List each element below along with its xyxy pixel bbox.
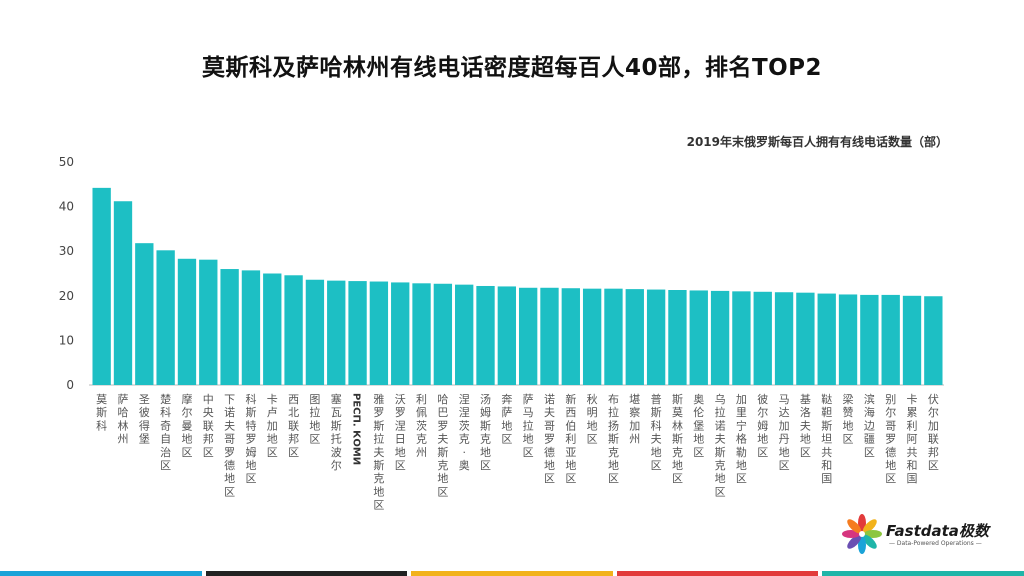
bar <box>305 279 325 385</box>
brand-logo: Fastdata极数 — Data-Powered Operations — <box>842 512 1012 560</box>
bar <box>689 290 708 385</box>
x-tick-label: 科斯特罗姆地区 <box>245 392 256 485</box>
x-tick-label: 摩尔曼地区 <box>181 392 192 459</box>
x-tick-label: 伏尔加联邦区 <box>928 392 939 472</box>
bar <box>582 288 602 385</box>
x-tick-label: 利佩茨克州 <box>416 393 427 459</box>
page-title: 莫斯科及萨哈林州有线电话密度超每百人40部，排名TOP2 <box>201 55 823 81</box>
x-tick-label: 诺夫哥罗德地区 <box>544 393 555 485</box>
bar <box>732 291 751 385</box>
bar <box>199 259 218 385</box>
bar <box>817 293 836 385</box>
chart-subtitle: 2019年末俄罗斯每百人拥有有线电话数量（部） <box>686 135 948 149</box>
x-tick-label: 别尔哥罗德地区 <box>885 393 896 485</box>
bottom-bar-segment <box>411 571 613 576</box>
bar <box>263 273 282 385</box>
x-tick-label: 萨马拉地区 <box>523 393 534 459</box>
x-tick-label: 卡卢加地区 <box>267 393 278 459</box>
y-tick-label: 40 <box>59 200 74 214</box>
x-tick-label: 加里宁格勒地区 <box>736 393 747 485</box>
x-tick-label: 萨哈林州 <box>117 393 128 446</box>
bar <box>284 275 303 385</box>
bar <box>476 285 495 385</box>
x-tick-label: 奥伦堡地区 <box>693 392 704 459</box>
bar <box>625 289 644 385</box>
x-tick-label: 哈巴罗夫斯克地区 <box>437 393 448 498</box>
y-tick-label: 30 <box>59 244 74 258</box>
bar <box>774 292 794 385</box>
x-tick-label: 莫斯科 <box>96 393 107 432</box>
bar <box>391 282 410 385</box>
bar <box>135 243 154 385</box>
x-tick-label: 新西伯利亚地区 <box>565 392 576 485</box>
bar <box>348 281 367 385</box>
x-tick-label: 梁赞地区 <box>843 392 854 446</box>
bar <box>604 288 623 385</box>
bar <box>540 287 559 385</box>
bar <box>753 291 772 385</box>
bar <box>220 269 239 385</box>
x-tick-label: 圣彼得堡 <box>139 393 150 446</box>
bottom-bar-segment <box>0 571 202 576</box>
bar <box>561 288 580 385</box>
x-tick-label: 鞑靼斯坦共和国 <box>821 392 832 485</box>
bottom-bar-segment <box>616 571 819 576</box>
x-tick-label: 普斯科夫地区 <box>651 392 662 472</box>
bar <box>369 281 389 385</box>
x-tick-label: 楚科奇自治区 <box>160 392 171 472</box>
x-tick-label: 布拉扬斯克地区 <box>608 393 619 485</box>
x-tick-label: 卡累利阿共和国 <box>907 393 918 485</box>
bar <box>860 294 879 385</box>
x-tick-label: 秋明地区 <box>587 392 598 446</box>
brand-name: Fastdata极数 <box>886 522 989 540</box>
y-tick-label: 0 <box>66 378 74 392</box>
x-tick-label: 堪察加州 <box>629 393 640 446</box>
x-tick-label: 基洛夫地区 <box>800 393 811 459</box>
bar <box>668 290 687 385</box>
bar <box>924 296 943 385</box>
y-tick-label: 20 <box>59 289 74 303</box>
x-tick-label: 滨海边疆区 <box>864 392 875 459</box>
bottom-color-bar <box>0 571 1024 576</box>
bar <box>838 294 858 385</box>
bar <box>113 201 133 385</box>
x-tick-label: 汤姆斯克地区 <box>480 392 491 472</box>
bar <box>412 283 431 385</box>
x-tick-label: РЕСП. КОМИ <box>351 393 362 465</box>
x-tick-label: 涅涅茨克·奥 <box>459 392 470 472</box>
brand-tagline: — Data-Powered Operations — <box>889 540 982 547</box>
bar <box>92 187 111 385</box>
x-tick-label: 西北联邦区 <box>288 393 299 459</box>
y-tick-label: 50 <box>59 155 74 169</box>
bar <box>796 292 815 385</box>
x-tick-label: 沃罗涅日地区 <box>395 393 406 472</box>
pinwheel-logo-icon <box>842 514 882 554</box>
bar <box>902 295 922 385</box>
x-tick-label: 马达加丹地区 <box>779 393 790 472</box>
bottom-bar-segment <box>822 571 1024 576</box>
x-tick-label: 图拉地区 <box>309 393 320 446</box>
bar <box>327 280 346 385</box>
y-tick-label: 10 <box>59 333 74 347</box>
bar <box>433 283 453 385</box>
x-tick-label: 中央联邦区 <box>203 393 214 459</box>
bar <box>710 290 730 385</box>
x-tick-label: 下诺夫哥罗德地区 <box>224 393 235 498</box>
x-tick-label: 塞瓦斯托波尔 <box>331 392 342 472</box>
bar <box>455 284 474 385</box>
bar <box>177 258 197 385</box>
x-tick-label: 彼尔姆地区 <box>757 393 768 459</box>
bar <box>881 294 900 385</box>
x-tick-label: 乌拉诺夫斯克地区 <box>715 392 726 498</box>
bar <box>241 270 261 385</box>
bar <box>646 289 666 385</box>
bar <box>156 250 175 385</box>
x-tick-label: 斯莫林斯克地区 <box>672 393 683 485</box>
bar <box>518 287 538 385</box>
bar <box>497 286 517 385</box>
bottom-bar-segment <box>205 571 408 576</box>
x-tick-label: 雅罗斯拉夫斯克地区 <box>373 392 384 512</box>
x-tick-label: 奔萨地区 <box>501 393 512 446</box>
